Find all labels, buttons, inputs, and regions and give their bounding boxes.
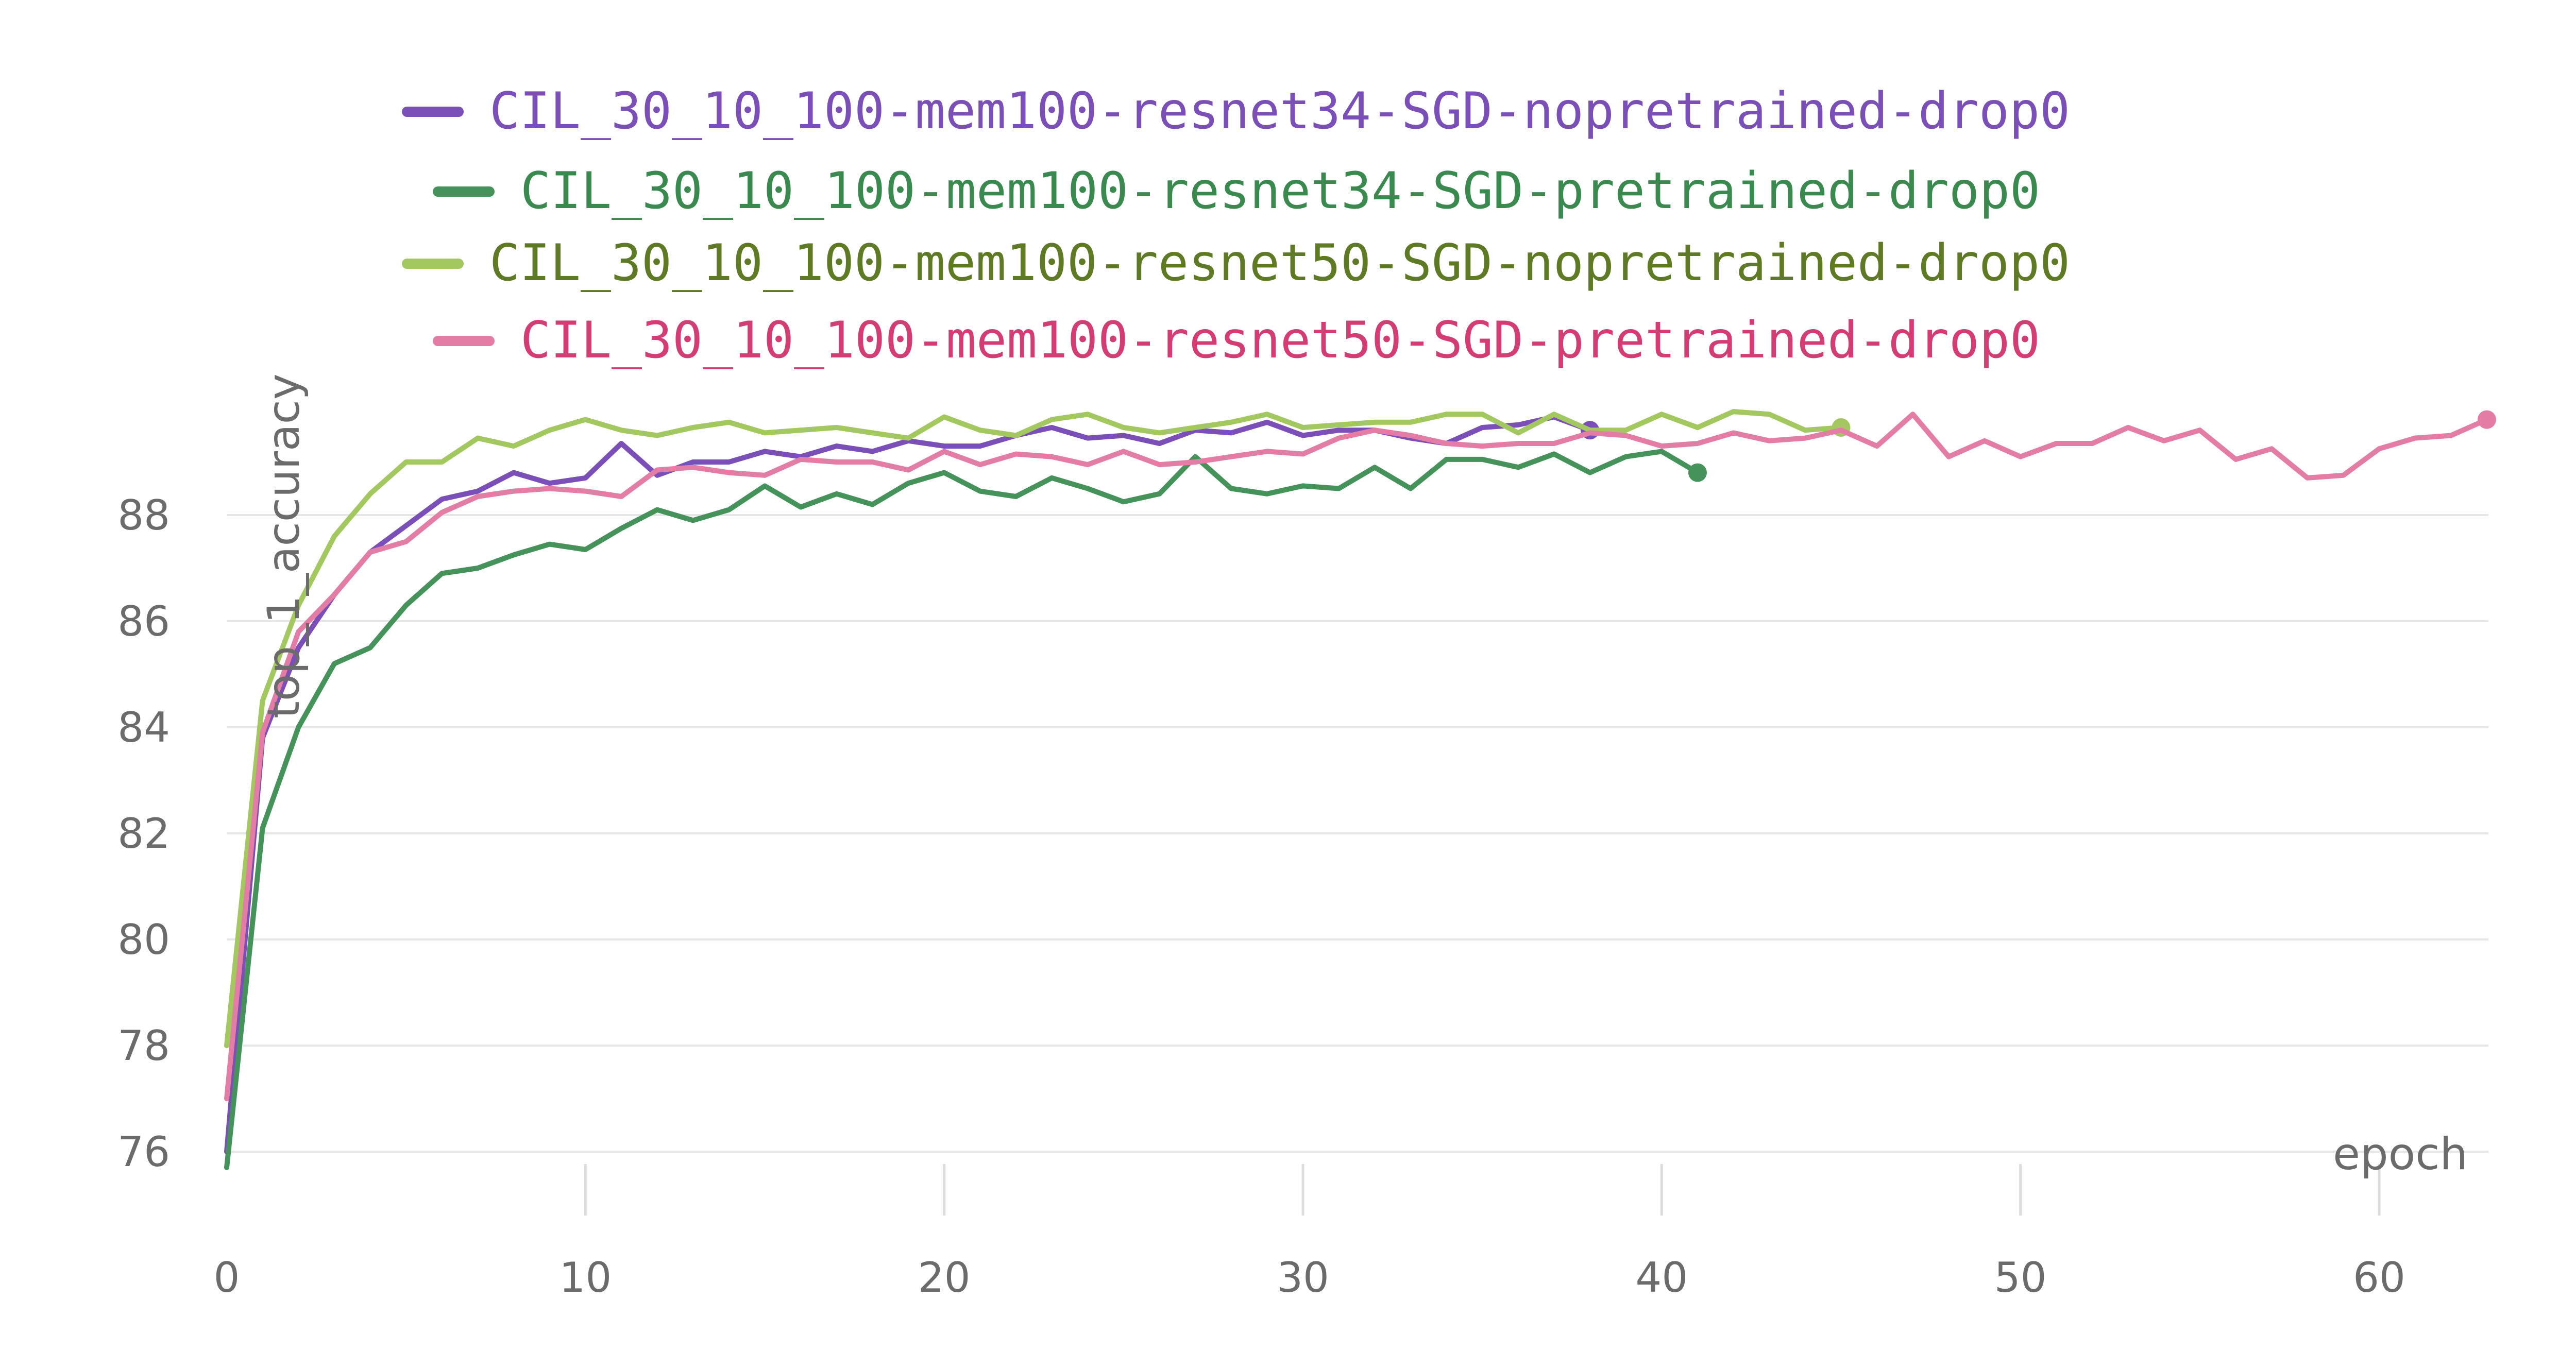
x-tick-label: 60	[2353, 1254, 2405, 1302]
x-tick-label: 50	[1994, 1254, 2047, 1302]
series-line-1	[224, 449, 1700, 1170]
x-tick-label: 0	[214, 1254, 240, 1302]
legend-label-2: CIL_30_10_100-mem100-resnet50-SGD-nopret…	[489, 234, 2070, 293]
y-axis-label: top_1_accuracy	[258, 373, 310, 719]
legend: CIL_30_10_100-mem100-resnet34-SGD-nopret…	[402, 82, 2070, 370]
y-tick-label: 78	[117, 1022, 170, 1070]
series-end-marker-3	[2477, 410, 2496, 429]
x-tick-label: 20	[918, 1254, 971, 1302]
x-axis-ticks: 0 10 20 30 40 50 60	[214, 1164, 2405, 1302]
x-tick-label: 40	[1635, 1254, 1688, 1302]
y-tick-label: 82	[117, 810, 170, 858]
y-tick-label: 86	[117, 597, 170, 645]
series-end-marker-1	[1688, 463, 1707, 482]
y-tick-label: 88	[117, 491, 170, 539]
series-line-0	[224, 414, 1593, 1154]
y-tick-label: 80	[117, 916, 170, 964]
series-line-3	[224, 412, 2489, 1101]
legend-label-0: CIL_30_10_100-mem100-resnet34-SGD-nopret…	[489, 82, 2070, 141]
legend-label-3: CIL_30_10_100-mem100-resnet50-SGD-pretra…	[520, 311, 2040, 370]
grid-layer: 76 78 80 82 84 86 88	[117, 491, 2488, 1176]
x-tick-label: 10	[559, 1254, 612, 1302]
series-line-2	[224, 409, 1844, 1048]
series-layer	[224, 409, 2496, 1170]
y-tick-label: 84	[117, 704, 170, 751]
x-axis-label: epoch	[2333, 1128, 2468, 1180]
legend-label-1: CIL_30_10_100-mem100-resnet34-SGD-pretra…	[520, 162, 2040, 220]
y-tick-label: 76	[117, 1128, 170, 1176]
x-tick-label: 30	[1277, 1254, 1329, 1302]
